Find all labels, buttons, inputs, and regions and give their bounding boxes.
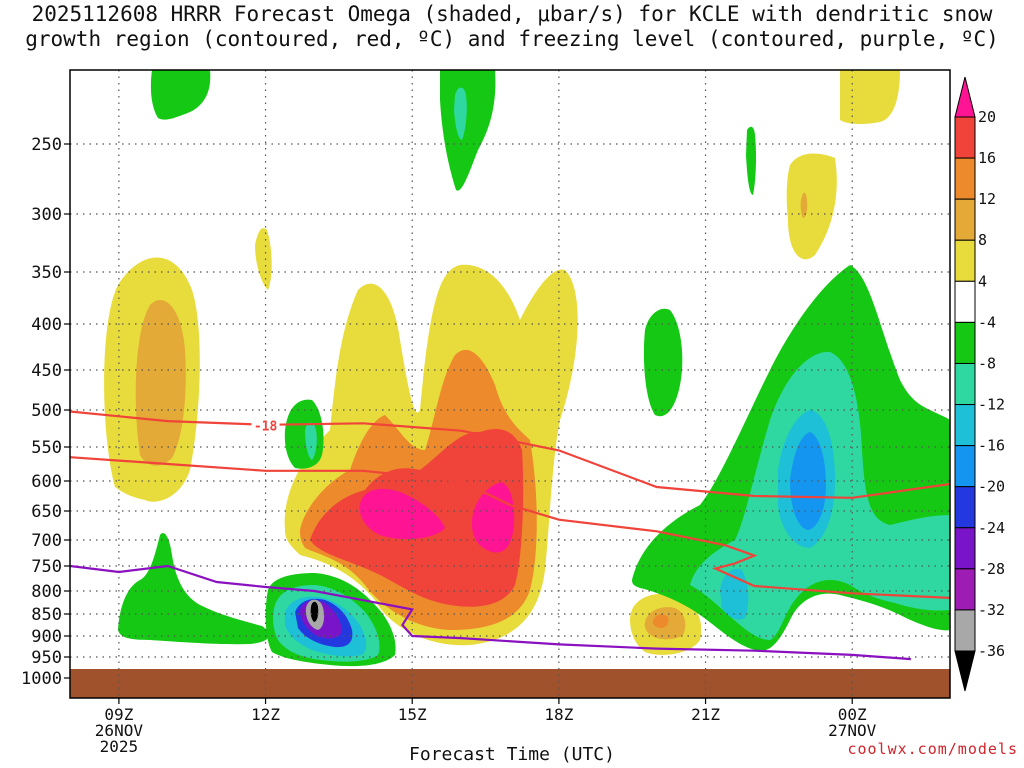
y-tick-label-700: 700 <box>31 531 62 551</box>
contour-dgz_bottom <box>70 456 950 599</box>
y-tick-label-500: 500 <box>31 401 62 421</box>
x-tick-label-15Z: 15Z <box>398 705 427 724</box>
x-tick-year-09Z: 2025 <box>100 737 139 756</box>
omega-region-green-top-left <box>150 70 211 120</box>
colorbar-segment-11 <box>954 568 976 611</box>
omega-region-green-thin <box>746 126 757 195</box>
colorbar-label-6: -8 <box>978 354 996 372</box>
y-tick-label-950: 950 <box>31 648 62 668</box>
omega-region-blue-right <box>790 432 826 530</box>
colorbar-segment-12 <box>954 609 976 652</box>
colorbar-label-11: -28 <box>978 560 1005 578</box>
omega-region-yellow-upper-right <box>786 153 837 260</box>
y-tick-label-250: 250 <box>31 135 62 155</box>
colorbar-segment-8 <box>954 445 976 488</box>
y-tick-label-900: 900 <box>31 627 62 647</box>
y-tick-label-450: 450 <box>31 361 62 381</box>
omega-region-cyan-right <box>720 568 749 620</box>
omega-region-orange-left <box>135 300 186 466</box>
y-tick-label-850: 850 <box>31 605 62 625</box>
title-line-1: 2025112608 HRRR Forecast Omega (shaded, … <box>31 2 993 26</box>
colorbar-segment-2 <box>954 198 976 241</box>
colorbar-label-10: -24 <box>978 519 1005 537</box>
y-tick-label-600: 600 <box>31 472 62 492</box>
colorbar-segment-9 <box>954 486 976 529</box>
colorbar-label-1: 16 <box>978 149 996 167</box>
colorbar-label-8: -16 <box>978 437 1005 455</box>
contour-label-0: -18 <box>254 419 278 434</box>
colorbar-segment-10 <box>954 527 976 570</box>
colorbar-segment-0 <box>954 116 976 159</box>
omega-region-green-top-center <box>440 70 496 191</box>
omega-region-green-bottom-left <box>118 532 270 645</box>
omega-region-green-mid <box>643 308 683 417</box>
omega-region-teal-small-left <box>305 422 317 460</box>
colorbar-label-5: -4 <box>978 313 996 331</box>
colorbar-bottom-arrow <box>954 650 976 692</box>
y-tick-label-1000: 1000 <box>21 669 62 689</box>
y-tick-label-400: 400 <box>31 315 62 335</box>
contour-lines <box>70 410 950 661</box>
omega-region-yellow-top-left <box>255 228 272 290</box>
colorbar-label-9: -20 <box>978 478 1005 496</box>
omega-region-red-small <box>652 614 669 628</box>
colorbar: 20 16 12 8 4 -4 -8 -12 -16 -20 -24 -28 -32 -36 <box>954 76 1005 692</box>
x-tick-date-09Z: 26NOV <box>95 721 144 740</box>
colorbar-segment-7 <box>954 404 976 447</box>
x-tick-label-18Z: 18Z <box>544 705 573 724</box>
colorbar-label-13: -36 <box>978 642 1005 660</box>
colorbar-label-4: 4 <box>978 272 987 290</box>
grid <box>70 70 950 698</box>
colorbar-top-arrow <box>954 76 976 118</box>
x-tick-label-21Z: 21Z <box>691 705 720 724</box>
omega-region-pink-left <box>359 488 445 540</box>
chart-title: 2025112608 HRRR Forecast Omega (shaded, … <box>0 2 1024 52</box>
x-tick-date-00Z: 27NOV <box>828 721 877 740</box>
contour-label-bg-0 <box>251 418 280 433</box>
y-tick-label-650: 650 <box>31 502 62 522</box>
omega-region-yellow-top-center <box>840 70 900 125</box>
colorbar-segment-6 <box>954 362 976 406</box>
plot-frame <box>69 69 951 699</box>
y-tick-label-550: 550 <box>31 438 62 458</box>
y-tick-label-750: 750 <box>31 557 62 577</box>
x-axis-title: Forecast Time (UTC) <box>409 744 615 765</box>
credit-text[interactable]: coolwx.com/models <box>847 740 1018 758</box>
y-tick-label-800: 800 <box>31 582 62 602</box>
omega-shading <box>104 70 950 667</box>
colorbar-segment-1 <box>954 157 976 200</box>
contour-freezing_level <box>70 564 911 661</box>
title-line-2: growth region (contoured, red, ºC) and f… <box>25 27 999 51</box>
omega-region-pink-right <box>471 482 515 553</box>
colorbar-label-0: 20 <box>978 108 996 126</box>
contour-labels: -18 <box>251 418 280 434</box>
colorbar-label-12: -32 <box>978 601 1005 619</box>
colorbar-label-2: 12 <box>978 190 996 208</box>
colorbar-label-3: 8 <box>978 231 987 249</box>
colorbar-segment-4 <box>954 280 976 323</box>
omega-region-black-lower-left <box>310 601 319 622</box>
surface-band <box>70 669 950 698</box>
y-tick-label-300: 300 <box>31 205 62 225</box>
x-tick-label-09Z: 09Z <box>104 705 133 724</box>
omega-region-teal-top-center <box>454 87 467 140</box>
colorbar-segment-3 <box>954 239 976 282</box>
omega-region-orange-upper-right <box>800 192 808 218</box>
x-tick-label-12Z: 12Z <box>251 705 280 724</box>
colorbar-label-7: -12 <box>978 396 1005 414</box>
x-tick-label-00Z: 00Z <box>838 705 867 724</box>
contour-dgz_top <box>70 410 950 499</box>
y-axis: 2503003504004505005506006507007508008509… <box>21 135 70 689</box>
colorbar-segment-5 <box>954 321 976 364</box>
y-tick-label-350: 350 <box>31 263 62 283</box>
